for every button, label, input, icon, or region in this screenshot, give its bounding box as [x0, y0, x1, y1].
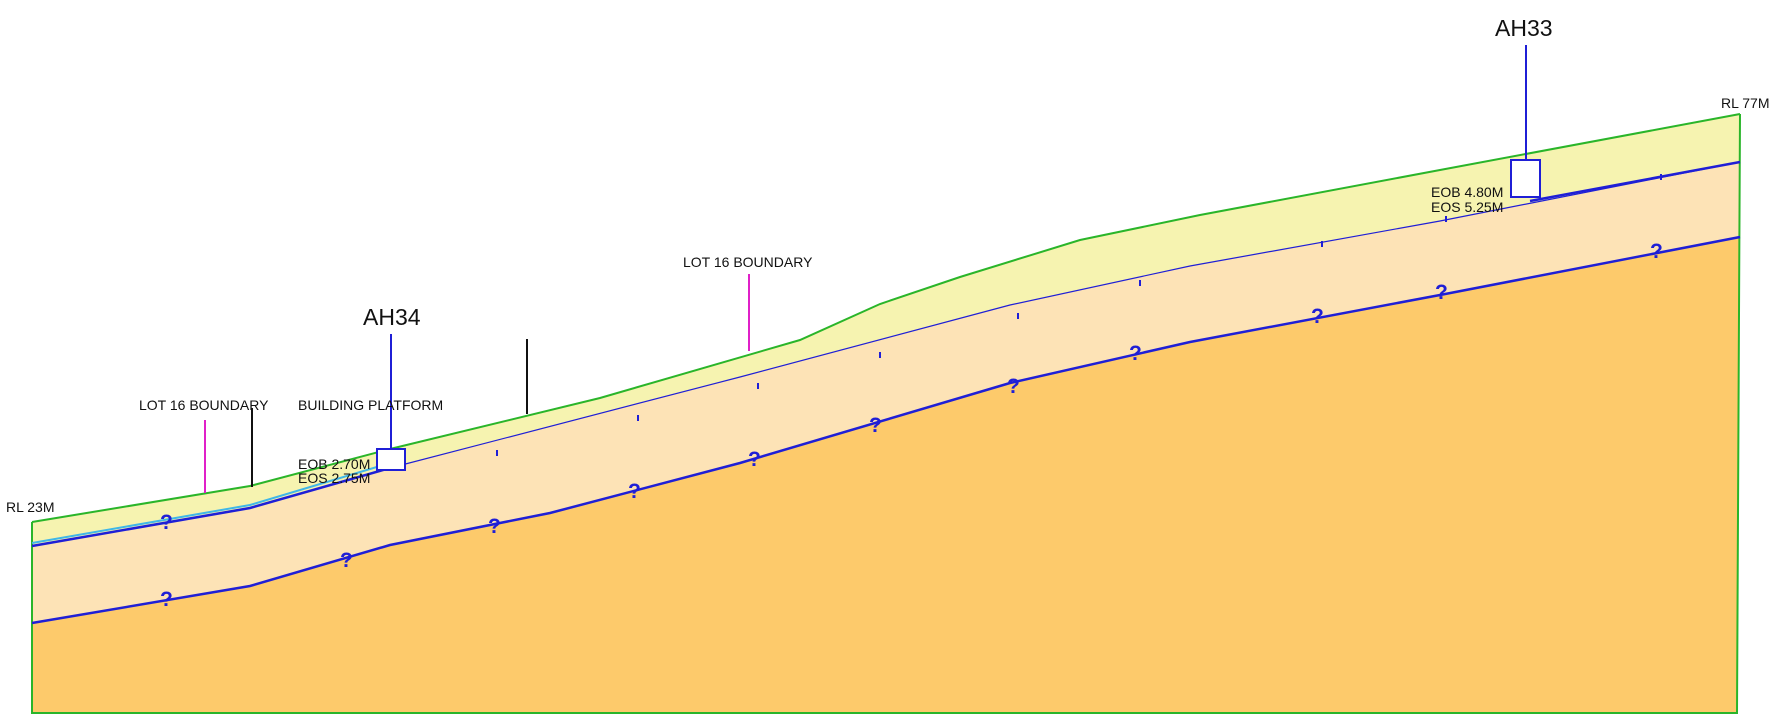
borehole-label: AH34 [363, 304, 421, 330]
borehole-label: AH33 [1495, 15, 1553, 41]
borehole-box [376, 448, 406, 471]
question-mark: ? [628, 480, 641, 503]
eos-label: EOS 5.25M [1431, 199, 1503, 215]
rock-layer [32, 237, 1740, 713]
question-mark: ? [1129, 342, 1142, 365]
question-mark: ? [869, 414, 882, 437]
borehole-box [1510, 159, 1541, 198]
section-frame [31, 113, 1741, 714]
borehole-ah34: AH34 EOB 2.70M EOS 2.75M [298, 304, 421, 486]
water-line [31, 462, 391, 544]
residual-soil-layer [32, 162, 1740, 623]
ground-surface-line [31, 113, 1741, 523]
question-mark: ? [1007, 375, 1020, 398]
question-mark: ? [340, 549, 353, 572]
interface-tick-marks [496, 174, 1662, 456]
question-mark: ? [488, 515, 501, 538]
building-platform-label: BUILDING PLATFORM [298, 397, 443, 413]
question-mark: ? [1650, 240, 1663, 263]
rock-surface-line [31, 235, 1741, 625]
borehole-ah33: AH33 EOB 4.80M EOS 5.25M [1431, 15, 1553, 215]
lot-boundary-label-left: LOT 16 BOUNDARY [139, 397, 269, 413]
question-mark: ? [160, 511, 173, 534]
question-mark: ? [1435, 281, 1448, 304]
lot-boundary-label-mid: LOT 16 BOUNDARY [683, 254, 813, 270]
rl-right-label: RL 77M [1721, 95, 1770, 111]
topsoil-base-line-thin [389, 161, 1741, 469]
eob-label: EOB 2.70M [298, 456, 370, 472]
topsoil-base-line-right [1529, 160, 1741, 203]
rl-left-label: RL 23M [6, 499, 55, 515]
question-mark: ? [160, 588, 173, 611]
question-mark: ? [1311, 305, 1324, 328]
topsoil-layer [32, 114, 1740, 546]
uncertainty-markers: ? ? ? ? ? ? ? ? ? ? ? ? [160, 240, 1663, 611]
eob-label: EOB 4.80M [1431, 184, 1503, 200]
question-mark: ? [748, 448, 761, 471]
eos-label: EOS 2.75M [298, 470, 370, 486]
topsoil-base-line [31, 466, 391, 548]
